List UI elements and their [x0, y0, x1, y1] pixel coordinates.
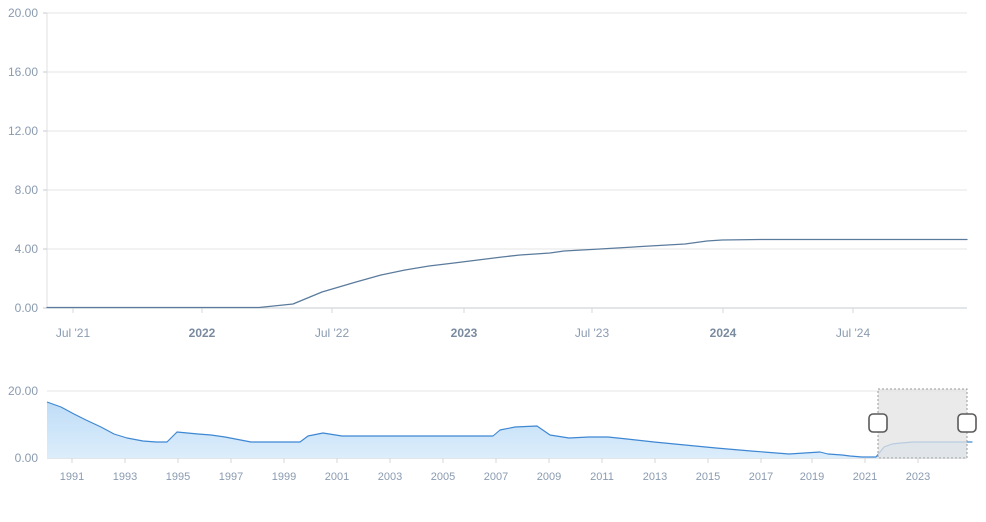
svg-text:0.00: 0.00: [15, 301, 39, 315]
svg-text:2005: 2005: [431, 471, 455, 483]
svg-text:2024: 2024: [710, 326, 737, 340]
svg-text:2003: 2003: [378, 471, 402, 483]
svg-text:20.00: 20.00: [8, 384, 38, 398]
svg-text:2007: 2007: [484, 471, 508, 483]
svg-text:20.00: 20.00: [8, 6, 38, 20]
svg-text:Jul '22: Jul '22: [315, 326, 350, 340]
svg-text:Jul '21: Jul '21: [56, 326, 91, 340]
svg-text:1997: 1997: [219, 471, 243, 483]
svg-text:8.00: 8.00: [15, 183, 39, 197]
svg-text:2011: 2011: [590, 471, 614, 483]
svg-text:1991: 1991: [60, 471, 84, 483]
svg-text:1999: 1999: [272, 471, 296, 483]
svg-text:2021: 2021: [853, 471, 877, 483]
svg-text:12.00: 12.00: [8, 124, 38, 138]
svg-text:2013: 2013: [643, 471, 667, 483]
svg-text:2009: 2009: [537, 471, 561, 483]
svg-text:16.00: 16.00: [8, 65, 38, 79]
svg-text:2015: 2015: [696, 471, 720, 483]
svg-text:1995: 1995: [166, 471, 190, 483]
svg-text:0.00: 0.00: [15, 451, 39, 465]
svg-text:2019: 2019: [800, 471, 824, 483]
svg-text:2023: 2023: [906, 471, 930, 483]
svg-text:Jul '23: Jul '23: [575, 326, 610, 340]
svg-text:2023: 2023: [451, 326, 478, 340]
svg-text:2022: 2022: [189, 326, 216, 340]
svg-text:Jul '24: Jul '24: [836, 326, 871, 340]
svg-text:2017: 2017: [749, 471, 773, 483]
svg-text:4.00: 4.00: [15, 242, 39, 256]
svg-text:1993: 1993: [113, 471, 137, 483]
svg-text:2001: 2001: [325, 471, 349, 483]
